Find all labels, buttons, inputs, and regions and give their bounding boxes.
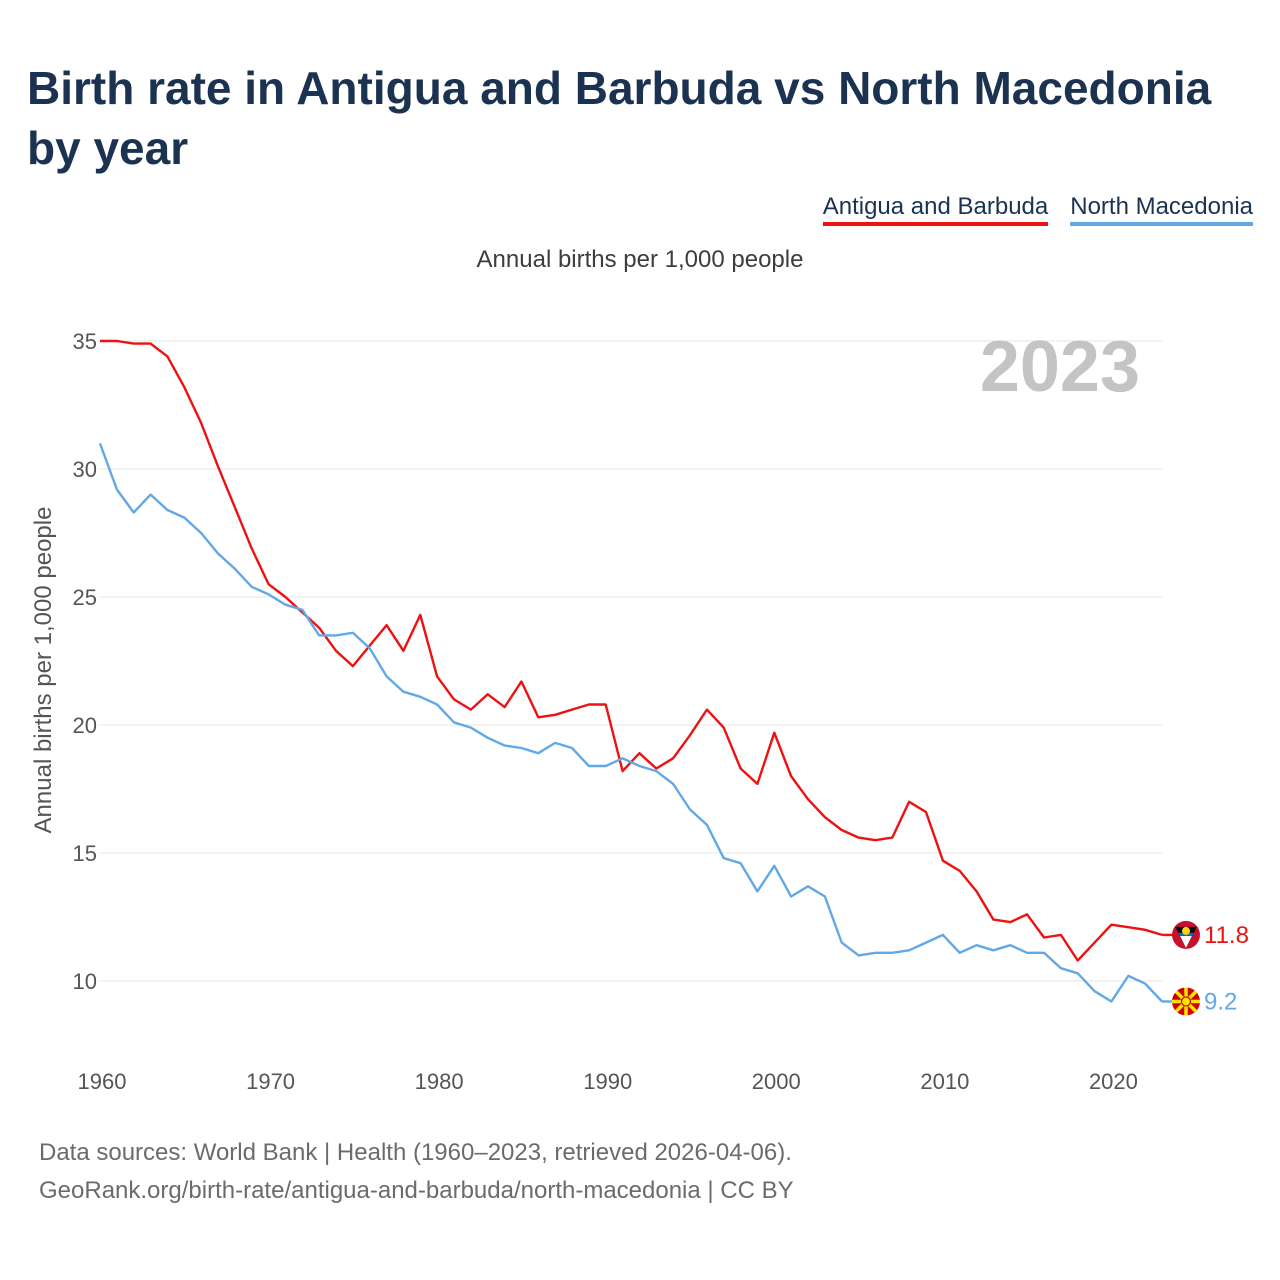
x-tick-label-1970: 1970 <box>246 1069 295 1094</box>
y-tick-label-15: 15 <box>73 841 97 866</box>
year-watermark: 2023 <box>980 327 1140 407</box>
y-tick-label-10: 10 <box>73 969 97 994</box>
y-tick-label-25: 25 <box>73 585 97 610</box>
y-tick-label-20: 20 <box>73 713 97 738</box>
legend: Antigua and Barbuda North Macedonia <box>822 193 1253 226</box>
end-value-label-antigua-and-barbuda: 11.8 <box>1204 922 1249 949</box>
y-axis-ticks: 10 15 20 25 30 35 <box>73 329 97 994</box>
y-tick-label-30: 30 <box>73 457 97 482</box>
footer-sources: Data sources: World Bank | Health (1960–… <box>39 1139 792 1166</box>
x-tick-label-1980: 1980 <box>415 1069 464 1094</box>
series-lines <box>98 339 1163 1003</box>
series-line-north-macedonia[interactable] <box>98 442 1163 1003</box>
series-end-markers: 11.8 9.2 <box>1162 920 1249 1016</box>
flag-icon-antigua-and-barbuda <box>1172 920 1200 949</box>
x-tick-label-2000: 2000 <box>752 1069 801 1094</box>
y-axis-label: Annual births per 1,000 people <box>30 507 57 834</box>
series-line-antigua-and-barbuda[interactable] <box>100 339 1163 962</box>
x-axis-ticks: 1960 1970 1980 1990 2000 2010 2020 <box>78 1069 1138 1094</box>
chart-subtitle: Annual births per 1,000 people <box>476 246 804 273</box>
chart-title: Birth rate in Antigua and Barbuda vs Nor… <box>27 62 1212 174</box>
line-chart: 10 15 20 25 30 35 1960 1970 1980 1990 2000 2010 202… <box>30 327 1249 1094</box>
legend-item-north-macedonia[interactable]: North Macedonia <box>1070 193 1253 226</box>
footer: Data sources: World Bank | Health (1960–… <box>39 1134 794 1210</box>
x-tick-label-1960: 1960 <box>78 1069 127 1094</box>
legend-item-antigua-and-barbuda[interactable]: Antigua and Barbuda <box>822 193 1049 226</box>
x-tick-label-2020: 2020 <box>1089 1069 1138 1094</box>
y-tick-label-35: 35 <box>73 329 97 354</box>
gridlines <box>100 340 1162 982</box>
end-value-label-north-macedonia: 9.2 <box>1204 988 1237 1015</box>
flag-icon-north-macedonia <box>1172 987 1200 1016</box>
footer-link[interactable]: GeoRank.org/birth-rate/antigua-and-barbu… <box>39 1177 794 1204</box>
x-tick-label-2010: 2010 <box>920 1069 969 1094</box>
x-tick-label-1990: 1990 <box>583 1069 632 1094</box>
